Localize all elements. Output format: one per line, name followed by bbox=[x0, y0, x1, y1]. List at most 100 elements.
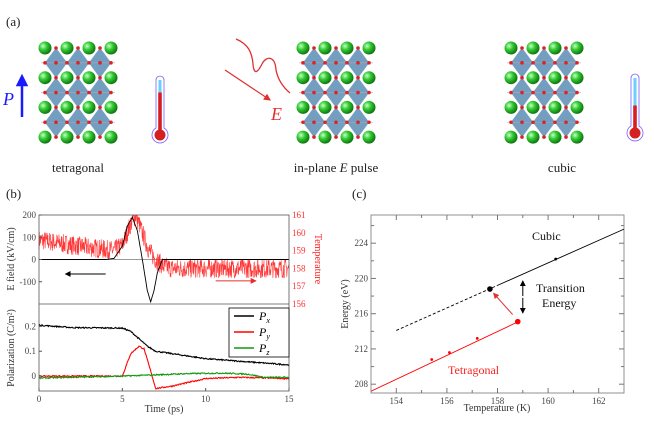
polarization-arrow: P bbox=[2, 73, 29, 117]
oxygen-atom bbox=[334, 135, 338, 139]
oxygen-atom bbox=[367, 61, 371, 65]
crystal-2 bbox=[296, 41, 376, 144]
oxygen-atom bbox=[76, 75, 80, 80]
a-site-atom bbox=[504, 41, 518, 55]
oxygen-atom bbox=[323, 61, 327, 65]
oxygen-atom bbox=[65, 120, 69, 125]
oxygen-atom bbox=[356, 46, 360, 50]
oxygen-atom bbox=[520, 46, 524, 50]
oxygen-atom bbox=[334, 75, 338, 80]
thermometer-mercury bbox=[633, 105, 637, 128]
legend-pz: Pz bbox=[258, 341, 270, 357]
b-top-ytick: 200 bbox=[23, 210, 37, 220]
pulse-waveform-icon bbox=[235, 38, 291, 94]
annotation-energy: Energy bbox=[542, 296, 576, 310]
oxygen-atom bbox=[564, 90, 568, 95]
oxygen-atom bbox=[531, 90, 535, 95]
oxygen-atom bbox=[98, 105, 102, 110]
a-site-atom bbox=[82, 100, 96, 114]
oxygen-atom bbox=[520, 90, 524, 95]
e-field-line bbox=[39, 216, 289, 304]
a-site-atom bbox=[82, 71, 96, 85]
a-site-atom bbox=[570, 100, 584, 114]
oxygen-atom bbox=[312, 61, 316, 65]
oxygen-atom bbox=[312, 75, 316, 80]
c-xtick: 158 bbox=[491, 396, 505, 406]
oxygen-atom bbox=[542, 120, 546, 125]
oxygen-atom bbox=[542, 90, 546, 95]
oxygen-atom bbox=[564, 120, 568, 125]
b-bottom-ytick: 0 bbox=[32, 371, 37, 381]
b-top-ytick-right: 158 bbox=[292, 263, 306, 273]
a-site-atom bbox=[318, 41, 332, 55]
a-site-atom bbox=[82, 130, 96, 144]
chart-b: 200 100 0 -100 161 160 159 158 157 156 0.2 0.1 0 0 5 10… bbox=[20, 210, 307, 404]
tetragonal-line bbox=[370, 320, 521, 392]
a-site-atom bbox=[38, 130, 52, 144]
b-top-ytick: 100 bbox=[23, 232, 37, 242]
polarization-line-px bbox=[38, 323, 290, 367]
oxygen-atom bbox=[43, 90, 47, 95]
a-site-atom bbox=[340, 100, 354, 114]
thermometer-tube bbox=[633, 78, 637, 128]
a-site-atom bbox=[526, 71, 540, 85]
oxygen-atom bbox=[334, 90, 338, 95]
cubic-line bbox=[497, 228, 625, 286]
oxygen-atom bbox=[367, 120, 371, 125]
c-xlabel: Temperature (K) bbox=[464, 403, 531, 414]
field-pulse: E bbox=[224, 38, 291, 124]
oxygen-atom bbox=[564, 105, 568, 110]
oxygen-atom bbox=[564, 61, 568, 65]
b-top-ytick-right: 160 bbox=[292, 228, 306, 238]
a-site-atom bbox=[60, 100, 74, 114]
a-site-atom bbox=[296, 100, 310, 114]
oxygen-atom bbox=[76, 120, 80, 125]
a-site-atom bbox=[362, 130, 376, 144]
oxygen-atom bbox=[54, 46, 58, 50]
c-ytick: 224 bbox=[355, 238, 369, 248]
a-site-atom bbox=[38, 71, 52, 85]
oxygen-atom bbox=[356, 90, 360, 95]
oxygen-atom bbox=[76, 105, 80, 110]
tetragonal-point bbox=[448, 351, 451, 354]
oxygen-atom bbox=[334, 120, 338, 125]
c-ylabel: Energy (eV) bbox=[340, 279, 351, 329]
tetragonal-highlight-point bbox=[514, 318, 521, 325]
a-site-atom bbox=[362, 41, 376, 55]
oxygen-atom bbox=[334, 105, 338, 110]
oxygen-atom bbox=[301, 61, 305, 65]
oxygen-atom bbox=[65, 61, 69, 65]
b-xlabel: Time (ps) bbox=[145, 404, 184, 415]
oxygen-atom bbox=[575, 120, 579, 125]
oxygen-atom bbox=[312, 120, 316, 125]
cubic-highlight-point bbox=[487, 286, 493, 292]
b-bottom-ytick: 0.2 bbox=[25, 321, 36, 331]
oxygen-atom bbox=[531, 61, 535, 65]
oxygen-atom bbox=[76, 46, 80, 50]
crystal-1 bbox=[38, 41, 118, 144]
a-site-atom bbox=[296, 130, 310, 144]
a-site-atom bbox=[362, 71, 376, 85]
oxygen-atom bbox=[345, 61, 349, 65]
oxygen-atom bbox=[54, 105, 58, 110]
oxygen-atom bbox=[98, 46, 102, 50]
a-site-atom bbox=[548, 100, 562, 114]
oxygen-atom bbox=[564, 135, 568, 139]
c-xtick: 160 bbox=[541, 396, 555, 406]
a-site-atom bbox=[104, 71, 118, 85]
b-xtick: 10 bbox=[201, 394, 211, 404]
polarization-line-py bbox=[38, 345, 290, 390]
oxygen-atom bbox=[520, 120, 524, 125]
oxygen-atom bbox=[520, 61, 524, 65]
oxygen-atom bbox=[109, 120, 113, 125]
oxygen-atom bbox=[564, 75, 568, 80]
oxygen-atom bbox=[356, 120, 360, 125]
oxygen-atom bbox=[520, 135, 524, 139]
oxygen-atom bbox=[542, 61, 546, 65]
temperature-line bbox=[38, 214, 290, 279]
oxygen-atom bbox=[509, 90, 513, 95]
transition-arrow bbox=[493, 292, 514, 315]
oxygen-atom bbox=[87, 90, 91, 95]
oxygen-atom bbox=[98, 61, 102, 65]
